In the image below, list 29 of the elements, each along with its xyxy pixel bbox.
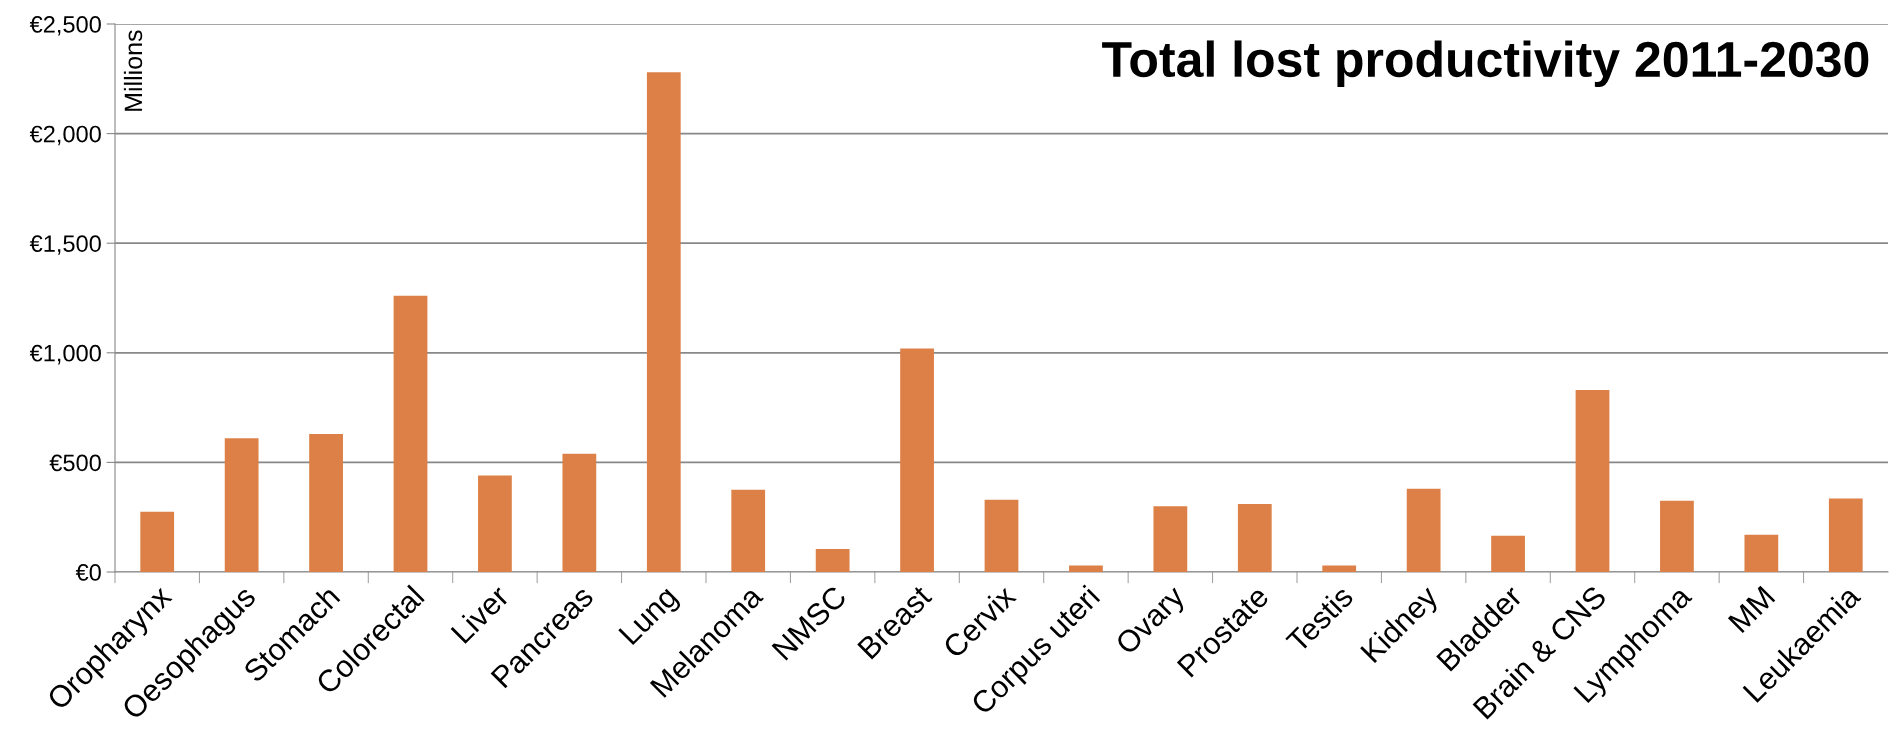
bar	[731, 489, 766, 572]
bar	[1491, 535, 1525, 572]
bar	[1660, 500, 1694, 572]
y-tick-label: €1,500	[29, 235, 101, 255]
bar	[1828, 498, 1863, 572]
bar	[1744, 534, 1779, 572]
bar	[562, 453, 597, 572]
bar	[900, 348, 934, 572]
bar	[1069, 565, 1103, 572]
bar	[309, 433, 343, 572]
bar	[984, 499, 1019, 572]
bar	[478, 475, 512, 572]
bar	[1322, 565, 1357, 572]
y-tick-label: €2,000	[29, 125, 101, 146]
chart-title: Total lost productivity 2011-2030	[1102, 40, 1869, 88]
bar	[140, 511, 175, 572]
y-tick-label: €0	[75, 564, 101, 581]
bar	[1575, 390, 1610, 572]
bar	[1406, 488, 1441, 572]
y-tick-label: €1,000	[29, 344, 101, 365]
bar	[815, 548, 850, 572]
bar	[646, 72, 681, 572]
bar	[224, 438, 259, 572]
bar	[393, 295, 428, 572]
y-tick-label: €2,500	[29, 16, 101, 36]
y-tick-label: €500	[49, 454, 101, 472]
bar	[1237, 504, 1272, 572]
bar	[1153, 506, 1188, 572]
annotation: Millions	[123, 30, 143, 111]
